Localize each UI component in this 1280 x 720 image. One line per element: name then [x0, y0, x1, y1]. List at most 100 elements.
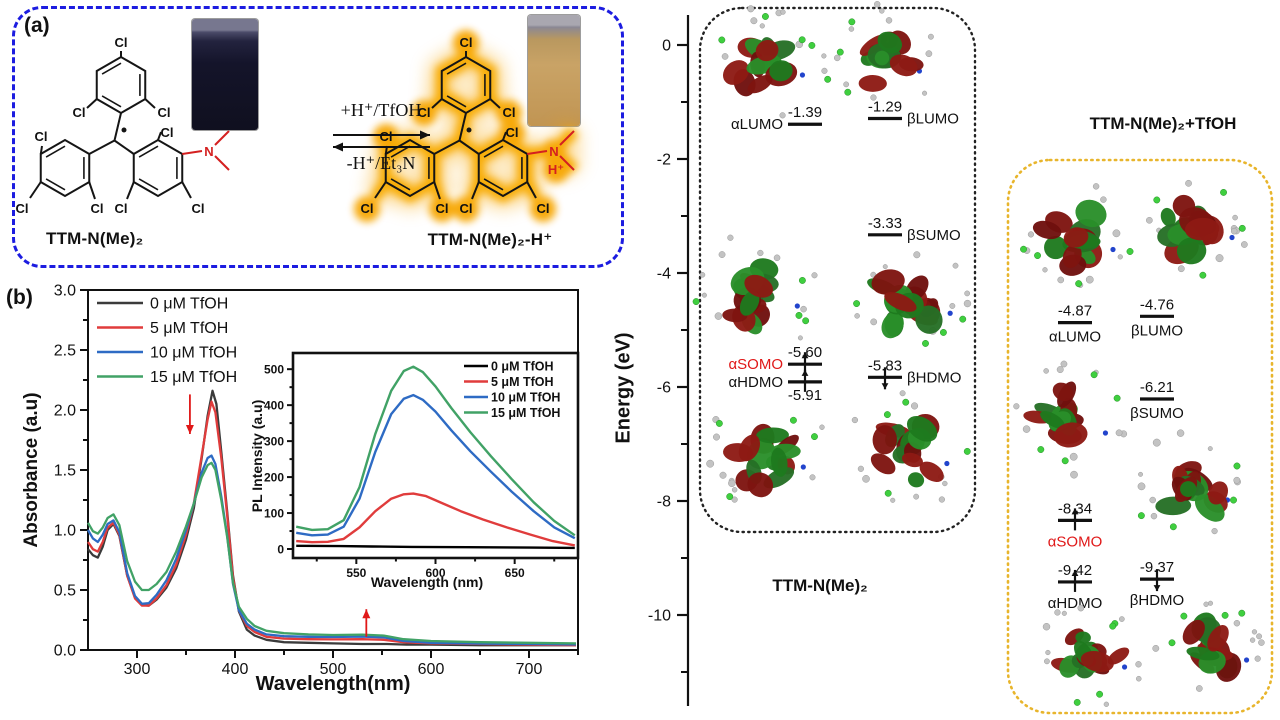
orbital-lobe [747, 472, 774, 498]
orbital-lobe [1062, 244, 1082, 269]
glow-dot [429, 196, 455, 222]
orbital-name-label: αHDMO [729, 374, 784, 391]
atom-dot [913, 493, 920, 500]
pl-intensity-axis-title: PL Intensity (a.u) [249, 399, 265, 513]
atom-dot [1135, 661, 1142, 668]
atom-dot [780, 9, 786, 15]
radical-dot [121, 127, 127, 133]
orbital-lobe [744, 274, 774, 298]
cl-dot [824, 75, 832, 83]
orbital-lobe [756, 427, 789, 444]
atom-dot [1022, 425, 1031, 433]
atom-dot [1215, 254, 1224, 263]
atom-dot [1077, 604, 1085, 612]
cl-dot [1168, 639, 1176, 647]
orbital-lobe [919, 461, 944, 483]
orbital-lobe [1107, 647, 1130, 665]
absorbance-axis-title: Absorbance (a.u) [21, 392, 42, 548]
electron-up-arrow-head [1071, 569, 1079, 576]
atom-dot [1042, 622, 1051, 631]
radical-dot [466, 127, 472, 133]
orbital-lobe [738, 434, 760, 462]
energy-value-label: -9.42 [1058, 562, 1092, 579]
benzene-ring [95, 55, 147, 115]
atom-dot [779, 112, 786, 119]
atom-dot [1092, 183, 1100, 190]
n-dot [799, 72, 806, 78]
atom-dot [1233, 476, 1241, 484]
atom-dot [1249, 637, 1256, 643]
atom-dot [1138, 471, 1144, 477]
electron-down-arrow-head [881, 383, 889, 390]
electron-up-arrow-head [1071, 508, 1079, 515]
equilibrium-arrows [333, 130, 430, 152]
mo-orbital-image-2 [692, 234, 818, 341]
orbital-lobe [1182, 619, 1205, 645]
energy-value-label: -8.34 [1058, 500, 1092, 517]
cl-dot [1096, 690, 1104, 698]
atom-dot [851, 416, 859, 424]
orbital-lobe [770, 447, 788, 477]
cl-dot [1034, 252, 1041, 260]
energy-tick-label: -2 [657, 152, 671, 169]
right-group-title: TTM-N(Me)₂+TfOH [1089, 114, 1237, 133]
energy-tick-label: -6 [657, 380, 671, 397]
inset-y-tick-label: 0 [277, 543, 284, 557]
cl-dot [963, 447, 971, 455]
aromatic-bond [390, 178, 411, 191]
cl-dot [1230, 496, 1237, 504]
cl-label: Cl [460, 201, 473, 216]
mo-orbital-image-9 [1137, 429, 1241, 535]
cl-dot [1221, 611, 1229, 619]
cl-dot [1169, 523, 1177, 531]
orbital-lobe [915, 305, 943, 334]
y-tick-label: 0.5 [54, 583, 76, 600]
atom-dot [718, 251, 726, 258]
y-tick-label: 2.0 [54, 403, 76, 420]
n-dot [794, 303, 800, 309]
orbital-lobe [889, 54, 918, 77]
atom-dot [963, 299, 972, 308]
cl-dot [1238, 609, 1246, 617]
atom-dot [759, 23, 765, 29]
atom-dot [1254, 655, 1261, 662]
cl-dot [1075, 280, 1083, 288]
atom-dot [1152, 644, 1160, 652]
y-tick-label: 0.0 [54, 643, 76, 660]
atom-dot [1203, 601, 1209, 607]
aromatic-bond [138, 145, 159, 158]
atom-dot [910, 402, 919, 410]
cl-dot [1137, 512, 1145, 520]
cl-dot [844, 88, 852, 96]
x-tick-label: 300 [124, 661, 151, 678]
glow-dot [411, 100, 437, 126]
mo-orbital-image-5 [851, 390, 971, 503]
orbital-name-label: βLUMO [907, 111, 959, 128]
cl-dot [1020, 245, 1027, 253]
atom-dot [890, 497, 896, 503]
atom-dot [819, 424, 825, 430]
atom-dot [1100, 196, 1107, 203]
bond [502, 131, 507, 141]
atom-dot [1013, 403, 1020, 410]
orbital-lobe [755, 39, 779, 62]
atom-dot [949, 302, 956, 309]
orbital-lobe [1208, 481, 1229, 505]
aromatic-bond [446, 95, 467, 108]
glow-dot [499, 120, 525, 146]
amine-bond [559, 130, 575, 146]
reverse-arrow-head [333, 142, 343, 152]
cl-label: Cl [361, 201, 374, 216]
cl-label: Cl [436, 201, 449, 216]
molecule-structure-left: Cl Cl Cl Cl Cl Cl Cl Cl Cl N [16, 35, 230, 216]
orbital-name-label: αLUMO [1049, 329, 1101, 346]
atom-dot [1230, 227, 1238, 235]
bond [144, 98, 156, 109]
cl-dot [922, 339, 929, 347]
benzene-ring [132, 138, 184, 198]
mo-orbital-image-1 [824, 1, 934, 101]
orbital-name-label: βHDMO [907, 369, 961, 386]
atom-dot [1150, 512, 1158, 520]
atom-dot [1135, 675, 1142, 682]
